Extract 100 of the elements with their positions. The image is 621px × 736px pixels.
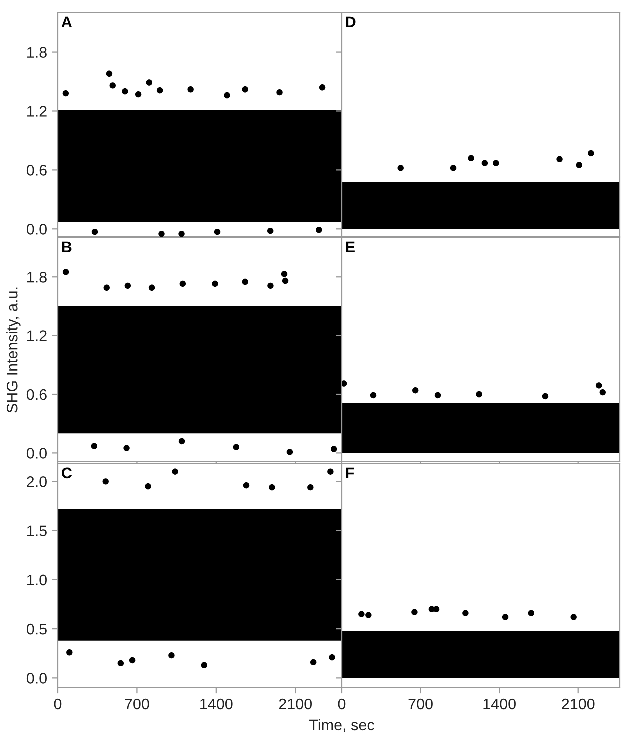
point xyxy=(570,614,577,620)
point xyxy=(450,165,457,172)
point xyxy=(104,284,110,291)
point xyxy=(286,449,294,456)
point xyxy=(146,80,153,86)
point xyxy=(342,380,348,387)
y-tick-label: 0.0 xyxy=(26,673,47,684)
point xyxy=(412,609,418,616)
point xyxy=(269,484,276,491)
x-tick-label: 2100 xyxy=(279,698,312,710)
point xyxy=(468,155,474,162)
point xyxy=(178,230,185,237)
point xyxy=(268,282,274,290)
point xyxy=(493,160,500,166)
point xyxy=(576,162,582,168)
point xyxy=(92,228,98,236)
point xyxy=(310,659,317,666)
y-tick-label: 1.8 xyxy=(28,272,47,283)
chart-title: D xyxy=(346,16,356,28)
point xyxy=(62,90,70,97)
y-tick-label: 0.5 xyxy=(26,624,47,635)
point xyxy=(214,228,221,236)
point xyxy=(180,280,186,288)
point xyxy=(281,271,288,278)
y-tick-label: 1.8 xyxy=(28,47,47,58)
point xyxy=(358,611,365,618)
point xyxy=(370,392,377,399)
x-tick-label: 0 xyxy=(338,698,346,710)
point xyxy=(329,654,336,661)
point xyxy=(434,392,442,399)
point xyxy=(124,282,132,290)
point xyxy=(600,389,606,396)
point xyxy=(129,657,136,664)
point xyxy=(398,165,404,172)
y-tick-label: 0.6 xyxy=(26,389,47,400)
point xyxy=(158,230,165,237)
point xyxy=(319,84,326,91)
point xyxy=(224,92,230,99)
y-tick-label: 2.0 xyxy=(27,476,47,488)
point xyxy=(62,269,70,276)
point xyxy=(268,228,274,234)
x-axis-title: Time, sec xyxy=(310,719,374,732)
point xyxy=(482,160,488,166)
point xyxy=(588,150,594,157)
point xyxy=(106,70,113,78)
point xyxy=(110,82,116,89)
point xyxy=(66,650,73,656)
y-tick-label: 1.2 xyxy=(28,106,47,117)
point xyxy=(316,227,322,234)
point xyxy=(366,612,372,618)
point xyxy=(276,89,283,96)
y-tick-label: 0.0 xyxy=(26,448,47,459)
point xyxy=(433,606,440,613)
point xyxy=(124,445,130,452)
chart-title: E xyxy=(346,242,355,252)
point xyxy=(201,662,208,669)
point xyxy=(102,478,109,485)
point xyxy=(172,468,178,475)
point xyxy=(556,156,563,162)
y-axis-title: SHG Intensity, a.u. xyxy=(6,288,21,413)
point xyxy=(282,278,289,284)
point xyxy=(330,446,338,452)
point xyxy=(476,391,482,398)
point xyxy=(308,484,314,491)
x-tick-label: 1400 xyxy=(200,698,233,710)
point xyxy=(212,280,218,288)
point xyxy=(328,468,334,475)
point xyxy=(243,482,250,489)
point xyxy=(118,660,124,667)
point xyxy=(528,610,535,616)
chart-title: A xyxy=(62,16,72,28)
point xyxy=(178,438,186,445)
point xyxy=(412,387,419,394)
x-tick-label: 0 xyxy=(54,698,62,710)
point xyxy=(188,86,194,93)
x-tick-label: 1400 xyxy=(484,698,516,710)
point xyxy=(542,393,549,400)
chart-title: C xyxy=(62,468,72,479)
point xyxy=(502,614,509,620)
y-tick-label: 0.0 xyxy=(26,224,47,235)
x-tick-label: 2100 xyxy=(562,698,595,710)
point xyxy=(135,91,142,98)
chart-title: F xyxy=(346,468,354,478)
point xyxy=(148,284,156,291)
point xyxy=(596,382,602,389)
y-tick-label: 1.5 xyxy=(28,526,47,536)
chart-title: B xyxy=(62,242,72,252)
y-tick-label: 1.2 xyxy=(28,330,47,342)
point xyxy=(91,443,98,450)
y-tick-label: 1.0 xyxy=(28,574,47,586)
point xyxy=(462,610,469,616)
x-tick-label: 700 xyxy=(125,698,150,710)
point xyxy=(156,88,164,94)
point xyxy=(145,483,152,490)
point xyxy=(122,88,128,95)
x-tick-label: 700 xyxy=(408,698,433,710)
point xyxy=(242,278,248,286)
y-tick-label: 0.6 xyxy=(26,165,47,176)
point xyxy=(242,86,248,93)
point xyxy=(168,652,175,659)
